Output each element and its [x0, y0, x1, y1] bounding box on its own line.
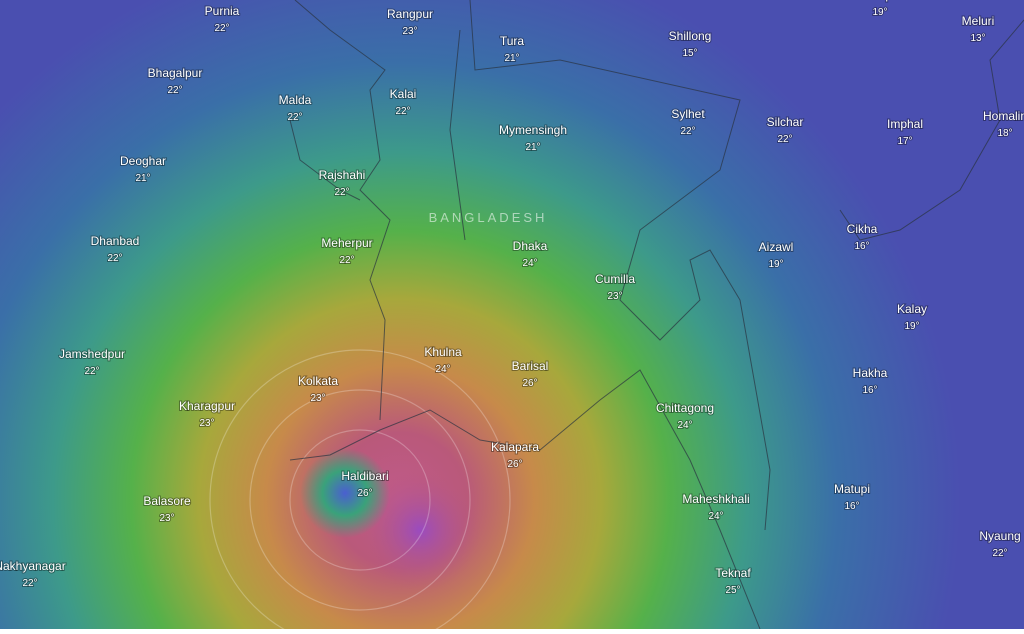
place-name: Haldibari — [341, 469, 388, 483]
place-name: Teknaf — [715, 566, 751, 580]
place-name: Dimapur — [857, 0, 902, 2]
place-name: Cikha — [847, 222, 878, 236]
place-name: Meherpur — [321, 236, 372, 250]
place-name: Imphal — [887, 117, 923, 131]
place-temp: 19° — [872, 7, 887, 18]
place-temp: 16° — [854, 241, 869, 252]
place-name: Homalin — [983, 109, 1024, 123]
cyclone-eye — [300, 448, 390, 538]
place-temp: 16° — [862, 385, 877, 396]
place-temp: 23° — [199, 418, 214, 429]
place-name: Sylhet — [671, 107, 705, 121]
place-name: Aizawl — [759, 240, 794, 254]
place-name: Malda — [279, 93, 312, 107]
place-name: Mymensingh — [499, 123, 567, 137]
place-name: Chittagong — [656, 401, 714, 415]
place-temp: 13° — [970, 33, 985, 44]
place-name: Cumilla — [595, 272, 635, 286]
borders — [289, 0, 1024, 630]
place-temp: 23° — [310, 393, 325, 404]
place-name: Deoghar — [120, 154, 166, 168]
place-name: Rangpur — [387, 7, 433, 21]
place-temp: 26° — [357, 488, 372, 499]
place-name: Matupi — [834, 482, 870, 496]
place-name: Balasore — [143, 494, 191, 508]
place-temp: 22° — [84, 366, 99, 377]
country-label: BANGLADESH — [429, 210, 548, 225]
place-name: Tura — [500, 34, 525, 48]
place-temp: 26° — [507, 459, 522, 470]
place-name: Kolkata — [298, 374, 338, 388]
place-temp: 23° — [402, 26, 417, 37]
wind-core — [360, 470, 480, 590]
place-temp: 22° — [680, 126, 695, 137]
place-name: Shillong — [669, 29, 712, 43]
place-name: Kalapara — [491, 440, 539, 454]
place-temp: 25° — [725, 585, 740, 596]
place-temp: 22° — [992, 548, 1007, 559]
place-name: Barisal — [512, 359, 549, 373]
place-name: Purnia — [205, 4, 240, 18]
place-name: Maheshkhali — [682, 492, 749, 506]
place-temp: 22° — [339, 255, 354, 266]
place-name: Dhanbad — [91, 234, 140, 248]
place-temp: 22° — [395, 106, 410, 117]
place-temp: 21° — [525, 142, 540, 153]
place-temp: 19° — [904, 321, 919, 332]
place-temp: 21° — [135, 173, 150, 184]
place-temp: 22° — [334, 187, 349, 198]
place-temp: 22° — [22, 578, 37, 589]
place-temp: 23° — [607, 291, 622, 302]
place-name: Kalay — [897, 302, 927, 316]
place-temp: 19° — [768, 259, 783, 270]
place-temp: 21° — [504, 53, 519, 64]
place-temp: 22° — [777, 134, 792, 145]
place-temp: 22° — [167, 85, 182, 96]
place-name: Kharagpur — [179, 399, 235, 413]
swirl — [209, 349, 511, 634]
place-temp: 15° — [682, 48, 697, 59]
place-name: Dhaka — [513, 239, 548, 253]
place-temp: 22° — [107, 253, 122, 264]
place-temp: 24° — [435, 364, 450, 375]
place-temp: 24° — [708, 511, 723, 522]
place-name: Meluri — [962, 14, 995, 28]
place-temp: 24° — [677, 420, 692, 431]
place-temp: 16° — [844, 501, 859, 512]
place-temp: 23° — [159, 513, 174, 524]
place-temp: 22° — [287, 112, 302, 123]
place-name: Khulna — [424, 345, 462, 359]
place-temp: 22° — [214, 23, 229, 34]
place-name: Bhagalpur — [148, 66, 203, 80]
place-temp: 24° — [522, 258, 537, 269]
place-name: Rajshahi — [319, 168, 366, 182]
place-name: Nyaung — [979, 529, 1020, 543]
place-name: Jamshedpur — [59, 347, 125, 361]
place-name: Silchar — [767, 115, 804, 129]
place-name: Hakha — [853, 366, 888, 380]
place-name: Kalai — [390, 87, 417, 101]
place-temp: 26° — [522, 378, 537, 389]
place-temp: 18° — [997, 128, 1012, 139]
place-name: Nakhyanagar — [0, 559, 66, 573]
place-temp: 17° — [897, 136, 912, 147]
